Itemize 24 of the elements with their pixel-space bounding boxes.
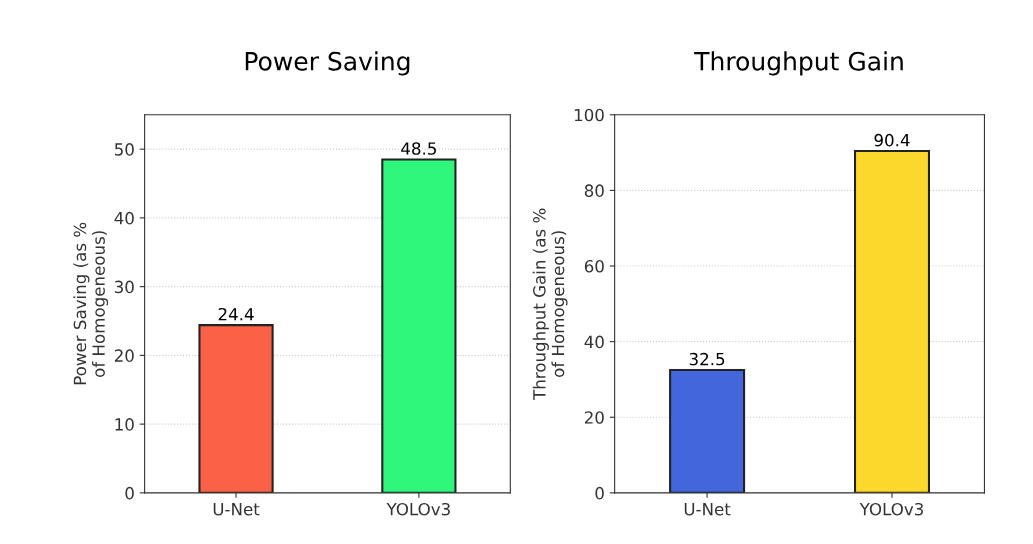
chart-title: Throughput Gain xyxy=(694,51,903,76)
data-label: 24.4 xyxy=(218,307,254,321)
chart-title: Power Saving xyxy=(245,51,410,76)
y-tick-label: 50 xyxy=(114,143,134,156)
x-tick-label: YOLOv3 xyxy=(859,502,923,516)
data-label: 48.5 xyxy=(401,142,436,155)
data-label: 90.4 xyxy=(874,133,910,147)
y-tick-label: 80 xyxy=(584,184,604,197)
y-tick-label: 40 xyxy=(584,335,604,349)
y-axis-title: Throughput Gain (as % of Homogeneous) xyxy=(532,208,568,400)
y-tick-label: 100 xyxy=(574,108,604,122)
y-tick-label: 30 xyxy=(114,280,134,294)
y-tick-label: 10 xyxy=(115,418,134,431)
x-tick-label: U-Net xyxy=(213,503,260,516)
y-tick-label: 40 xyxy=(114,211,134,225)
y-tick-label: 60 xyxy=(584,259,604,273)
y-tick-label: 20 xyxy=(584,411,604,424)
y-tick-label: 0 xyxy=(125,486,134,500)
data-label: 32.5 xyxy=(689,352,725,366)
x-tick-label: YOLOv3 xyxy=(386,502,450,516)
y-axis-title: Power Saving (as % of Homogeneous) xyxy=(73,222,109,385)
y-tick-label: 0 xyxy=(595,486,604,500)
y-tick-label: 20 xyxy=(114,349,134,362)
x-tick-label: U-Net xyxy=(684,503,731,516)
